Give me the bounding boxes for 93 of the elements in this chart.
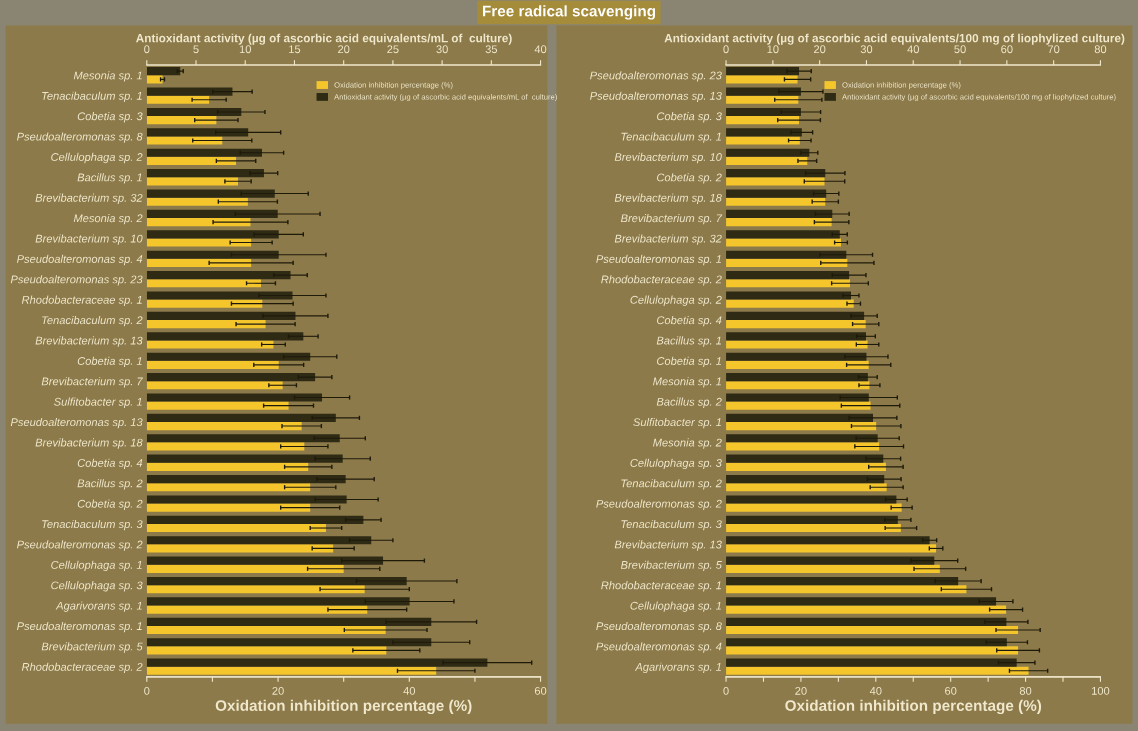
y-tick-label: Pseudoalteromonas sp. 13 — [10, 417, 143, 429]
x-tick-label: 100 — [1092, 686, 1110, 695]
x2-tick-label: 80 — [1094, 45, 1107, 54]
x2-tick-label: 20 — [338, 45, 350, 54]
y-tick-label: Rhodobacteraceae sp. 1 — [601, 581, 721, 592]
y-tick-label: Brevibacterium sp. 10 — [614, 152, 722, 164]
x-tick-label: 40 — [869, 686, 882, 695]
x2-tick-label: 40 — [534, 45, 547, 54]
y-tick-label: Bacillus sp. 1 — [77, 173, 142, 184]
y-tick-label: Pseudoalteromonas sp. 13 — [590, 91, 722, 102]
x-tick-label: 60 — [945, 686, 957, 695]
y-tick-label: Mesonia sp. 2 — [653, 438, 722, 449]
y-tick-label: Pseudoalteromonas sp. 4 — [16, 254, 143, 266]
y-tick-label: Pseudoalteromonas sp. 8 — [596, 621, 722, 633]
y-tick-label: Tenacibaculum sp. 1 — [621, 132, 721, 143]
y-tick-label: Cobetia sp. 2 — [657, 173, 722, 184]
y-tick-label: Rhodobacteraceae sp. 2 — [601, 275, 722, 286]
y-tick-label: Cellulophaga sp. 2 — [630, 295, 722, 306]
y-tick-label: Cellulophaga sp. 1 — [630, 601, 721, 612]
chart-title: Free radical scavenging — [482, 5, 656, 20]
x2-axis-title: Antioxidant activity (µg of ascorbic acid equivalents/mL of culture) — [136, 33, 512, 45]
y-tick-label: Cobetia sp. 1 — [77, 356, 142, 368]
y-tick-label: Pseudoalteromonas sp. 4 — [596, 642, 722, 653]
x2-tick-label: 0 — [144, 45, 150, 54]
x-tick-label: 80 — [1019, 686, 1032, 695]
x-tick-label: 20 — [795, 686, 807, 695]
x-tick-label: 0 — [144, 686, 150, 695]
y-tick-label: Cellulophaga sp. 3 — [630, 458, 722, 470]
y-tick-label: Cobetia sp. 3 — [77, 112, 143, 123]
y-tick-label: Brevibacterium sp. 5 — [41, 642, 143, 653]
x2-tick-label: 70 — [1048, 45, 1060, 54]
y-tick-label: Brevibacterium sp. 18 — [614, 193, 722, 204]
y-tick-label: Brevibacterium sp. 32 — [35, 193, 143, 204]
y-tick-label: Tenacibaculum sp. 3 — [42, 519, 143, 531]
y-tick-label: Sulfitobacter sp. 1 — [54, 397, 142, 408]
y-tick-label: Mesonia sp. 1 — [73, 71, 142, 82]
y-tick-label: Brevibacterium sp. 18 — [35, 438, 143, 449]
y-tick-label: Brevibacterium sp. 13 — [614, 540, 722, 551]
y-tick-label: Tenacibaculum sp. 2 — [621, 479, 722, 490]
y-tick-label: Sulfitobacter sp. 1 — [633, 417, 721, 429]
x2-tick-label: 10 — [239, 45, 251, 54]
x-tick-label: 40 — [403, 686, 416, 695]
y-tick-label: Brevibacterium sp. 32 — [614, 234, 722, 245]
x2-tick-label: 25 — [387, 45, 399, 54]
y-tick-label: Brevibacterium sp. 13 — [35, 336, 143, 347]
x2-tick-label: 15 — [289, 45, 301, 54]
y-tick-label: Tenacibaculum sp. 2 — [42, 315, 143, 327]
y-tick-label: Pseudoalteromonas sp. 23 — [10, 275, 143, 286]
x-tick-label: 0 — [723, 686, 729, 695]
x-axis-title: Oxidation inhibition percentage (%) — [785, 699, 1042, 715]
y-tick-label: Cellulophaga sp. 1 — [51, 560, 142, 572]
x2-tick-label: 10 — [767, 45, 779, 54]
y-tick-label: Cobetia sp. 1 — [657, 356, 721, 368]
x-tick-label: 60 — [534, 686, 547, 695]
y-tick-label: Bacillus sp. 2 — [77, 479, 143, 490]
y-tick-label: Pseudoalteromonas sp. 8 — [16, 132, 143, 143]
y-tick-label: Rhodobacteraceae sp. 2 — [21, 662, 143, 674]
y-tick-label: Mesonia sp. 1 — [653, 377, 721, 388]
y-tick-label: Brevibacterium sp. 5 — [620, 560, 722, 572]
y-tick-label: Cobetia sp. 4 — [657, 315, 722, 327]
x2-tick-label: 60 — [1001, 45, 1013, 54]
x2-tick-label: 0 — [723, 45, 729, 54]
x2-tick-label: 35 — [485, 45, 498, 54]
y-tick-label: Tenacibaculum sp. 1 — [42, 91, 142, 102]
y-tick-label: Pseudoalteromonas sp. 2 — [596, 499, 722, 510]
y-tick-label: Pseudoalteromonas sp. 2 — [16, 540, 143, 551]
x2-axis-title: Antioxidant activity (µg of ascorbic acid equivalents/100 mg of liophylized culture) — [664, 33, 1125, 45]
x-axis-title: Oxidation inhibition percentage (%) — [215, 699, 472, 715]
x2-tick-label: 5 — [193, 45, 199, 54]
y-tick-label: Rhodobacteraceae sp. 1 — [21, 295, 142, 306]
y-tick-label: Brevibacterium sp. 10 — [35, 234, 143, 245]
y-tick-label: Pseudoalteromonas sp. 1 — [596, 254, 721, 266]
y-tick-label: Cobetia sp. 4 — [77, 458, 143, 470]
x2-tick-label: 40 — [907, 45, 919, 54]
y-tick-label: Cobetia sp. 3 — [657, 112, 722, 123]
x2-tick-label: 20 — [814, 45, 826, 54]
y-tick-label: Agarivorans sp. 1 — [55, 601, 142, 612]
y-tick-label: Tenacibaculum sp. 3 — [621, 519, 722, 531]
y-tick-label: Pseudoalteromonas sp. 23 — [590, 71, 722, 82]
y-tick-label: Pseudoalteromonas sp. 1 — [16, 621, 142, 633]
y-tick-label: Agarivorans sp. 1 — [634, 662, 721, 674]
x2-tick-label: 50 — [954, 45, 966, 54]
y-tick-label: Bacillus sp. 2 — [656, 397, 722, 408]
x2-tick-label: 30 — [860, 45, 873, 54]
y-tick-label: Brevibacterium sp. 7 — [41, 377, 143, 388]
y-tick-label: Mesonia sp. 2 — [73, 213, 143, 225]
y-tick-label: Cobetia sp. 2 — [77, 499, 143, 510]
y-tick-label: Cellulophaga sp. 2 — [51, 152, 143, 164]
x2-tick-label: 30 — [436, 45, 448, 54]
y-tick-label: Bacillus sp. 1 — [656, 336, 721, 347]
y-tick-label: Cellulophaga sp. 3 — [51, 581, 143, 592]
x-tick-label: 20 — [272, 686, 284, 695]
y-tick-label: Brevibacterium sp. 7 — [620, 213, 723, 225]
